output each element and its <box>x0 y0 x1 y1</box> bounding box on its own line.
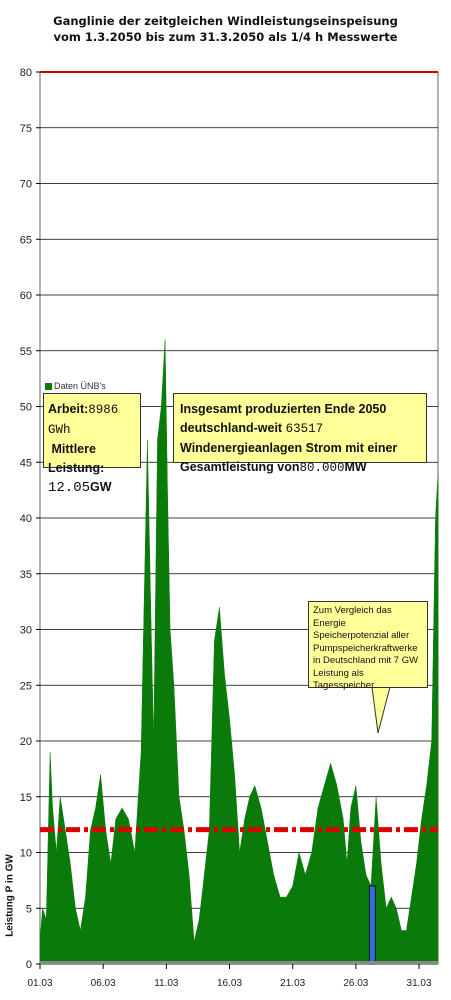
arbeit-label: Arbeit: <box>48 402 89 416</box>
mean-power-unit: GW <box>90 480 112 494</box>
y-tick-label: 65 <box>20 234 32 246</box>
y-tick-label: 75 <box>20 123 32 135</box>
x-axis-baseline <box>40 961 438 964</box>
capacity-unit: MW <box>344 460 367 474</box>
installed-capacity: 80.000 <box>299 461 345 475</box>
y-tick-label: 20 <box>20 736 32 748</box>
x-tick-label: 01.03 <box>27 978 52 989</box>
y-tick-label: 5 <box>26 903 32 915</box>
turbine-count: 63517 <box>285 422 324 436</box>
y-axis-label: Leistung P in GW <box>4 854 16 937</box>
storage-callout: Zum Vergleich das Energie Speicherpotenz… <box>308 601 428 691</box>
y-tick-label: 55 <box>20 346 32 358</box>
y-tick-label: 70 <box>20 179 32 191</box>
y-tick-label: 60 <box>20 290 32 302</box>
y-tick-label: 50 <box>20 402 32 414</box>
x-tick-label: 26.03 <box>343 978 368 989</box>
x-tick-label: 31.03 <box>407 978 432 989</box>
y-tick-label: 80 <box>20 67 32 79</box>
x-tick-label: 16.03 <box>217 978 242 989</box>
installation-summary-box: Insgesamt produzierten Ende 2050 deutsch… <box>173 393 427 475</box>
y-tick-label: 45 <box>20 457 32 469</box>
y-tick-label: 10 <box>20 848 32 860</box>
summary-text-2: Windenergieanlagen Strom mit einer Gesam… <box>180 441 398 474</box>
legend-label: Daten ÜNB's <box>54 381 106 391</box>
mean-power-value: 12.05 <box>48 480 91 496</box>
x-tick-label: 11.03 <box>154 978 179 989</box>
wind-power-area <box>39 339 439 965</box>
y-tick-label: 25 <box>20 680 32 692</box>
y-tick-label: 35 <box>20 569 32 581</box>
y-tick-label: 15 <box>20 792 32 804</box>
y-tick-label: 40 <box>20 513 32 525</box>
mean-power-label: Mittlere Leistung: <box>48 442 105 475</box>
chart-title-line2: vom 1.3.2050 bis zum 31.3.2050 als 1/4 h… <box>53 30 398 44</box>
storage-bar <box>368 885 376 965</box>
summary-text-1: Insgesamt produzierten Ende 2050 deutsch… <box>180 402 387 435</box>
x-tick-label: 06.03 <box>91 978 116 989</box>
arbeit-value: 8986 GWh <box>48 403 119 437</box>
legend: Daten ÜNB's <box>45 381 106 391</box>
energy-summary-box: Arbeit:8986 GWh Mittlere Leistung: 12.05… <box>43 393 141 496</box>
chart-title-line1: Ganglinie der zeitgleichen Windleistungs… <box>53 14 398 28</box>
y-tick-label: 0 <box>26 959 32 971</box>
legend-swatch <box>45 383 52 391</box>
x-tick-label: 21.03 <box>280 978 305 989</box>
y-tick-label: 30 <box>20 625 32 637</box>
